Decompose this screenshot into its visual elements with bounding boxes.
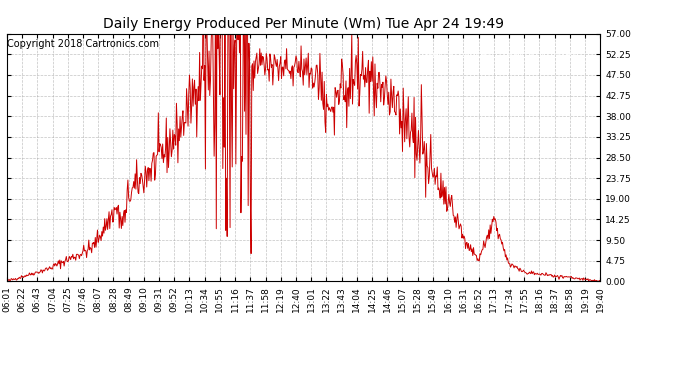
Text: Copyright 2018 Cartronics.com: Copyright 2018 Cartronics.com: [7, 39, 159, 50]
Title: Daily Energy Produced Per Minute (Wm) Tue Apr 24 19:49: Daily Energy Produced Per Minute (Wm) Tu…: [103, 17, 504, 31]
Text: Power Produced  (watts/minute): Power Produced (watts/minute): [416, 50, 578, 58]
